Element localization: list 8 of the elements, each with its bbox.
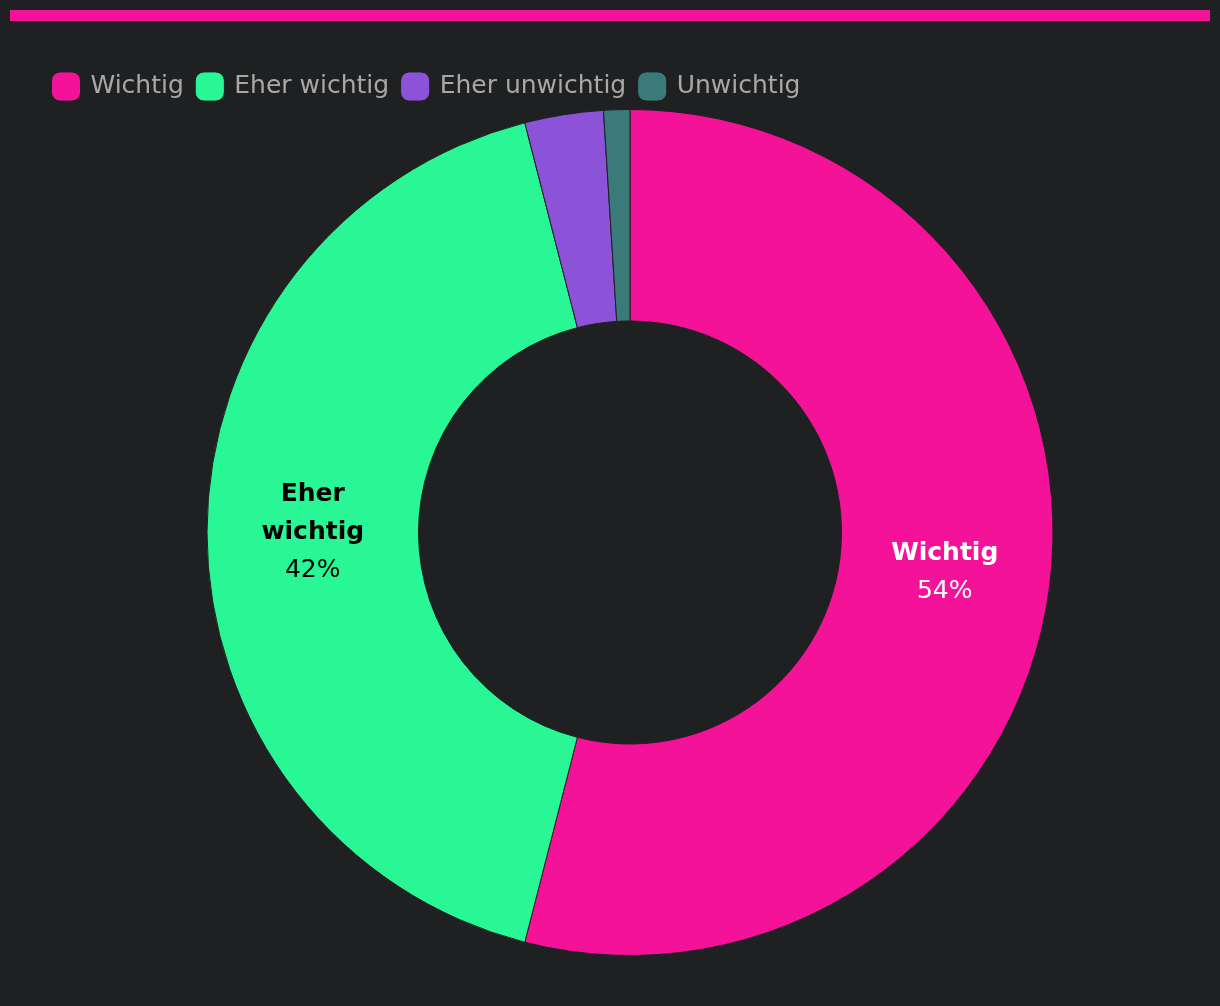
data-label: 54% (916, 574, 973, 604)
data-label: 42% (284, 554, 341, 583)
slice-label: Eher wichtig (261, 478, 365, 545)
slice-label: Wichtig (891, 536, 999, 566)
legend-label: Eher wichtig (234, 70, 390, 99)
legend-label: Wichtig (90, 70, 184, 99)
legend-label: Eher unwichtig (439, 70, 627, 99)
legend-label: Unwichtig (676, 70, 801, 99)
